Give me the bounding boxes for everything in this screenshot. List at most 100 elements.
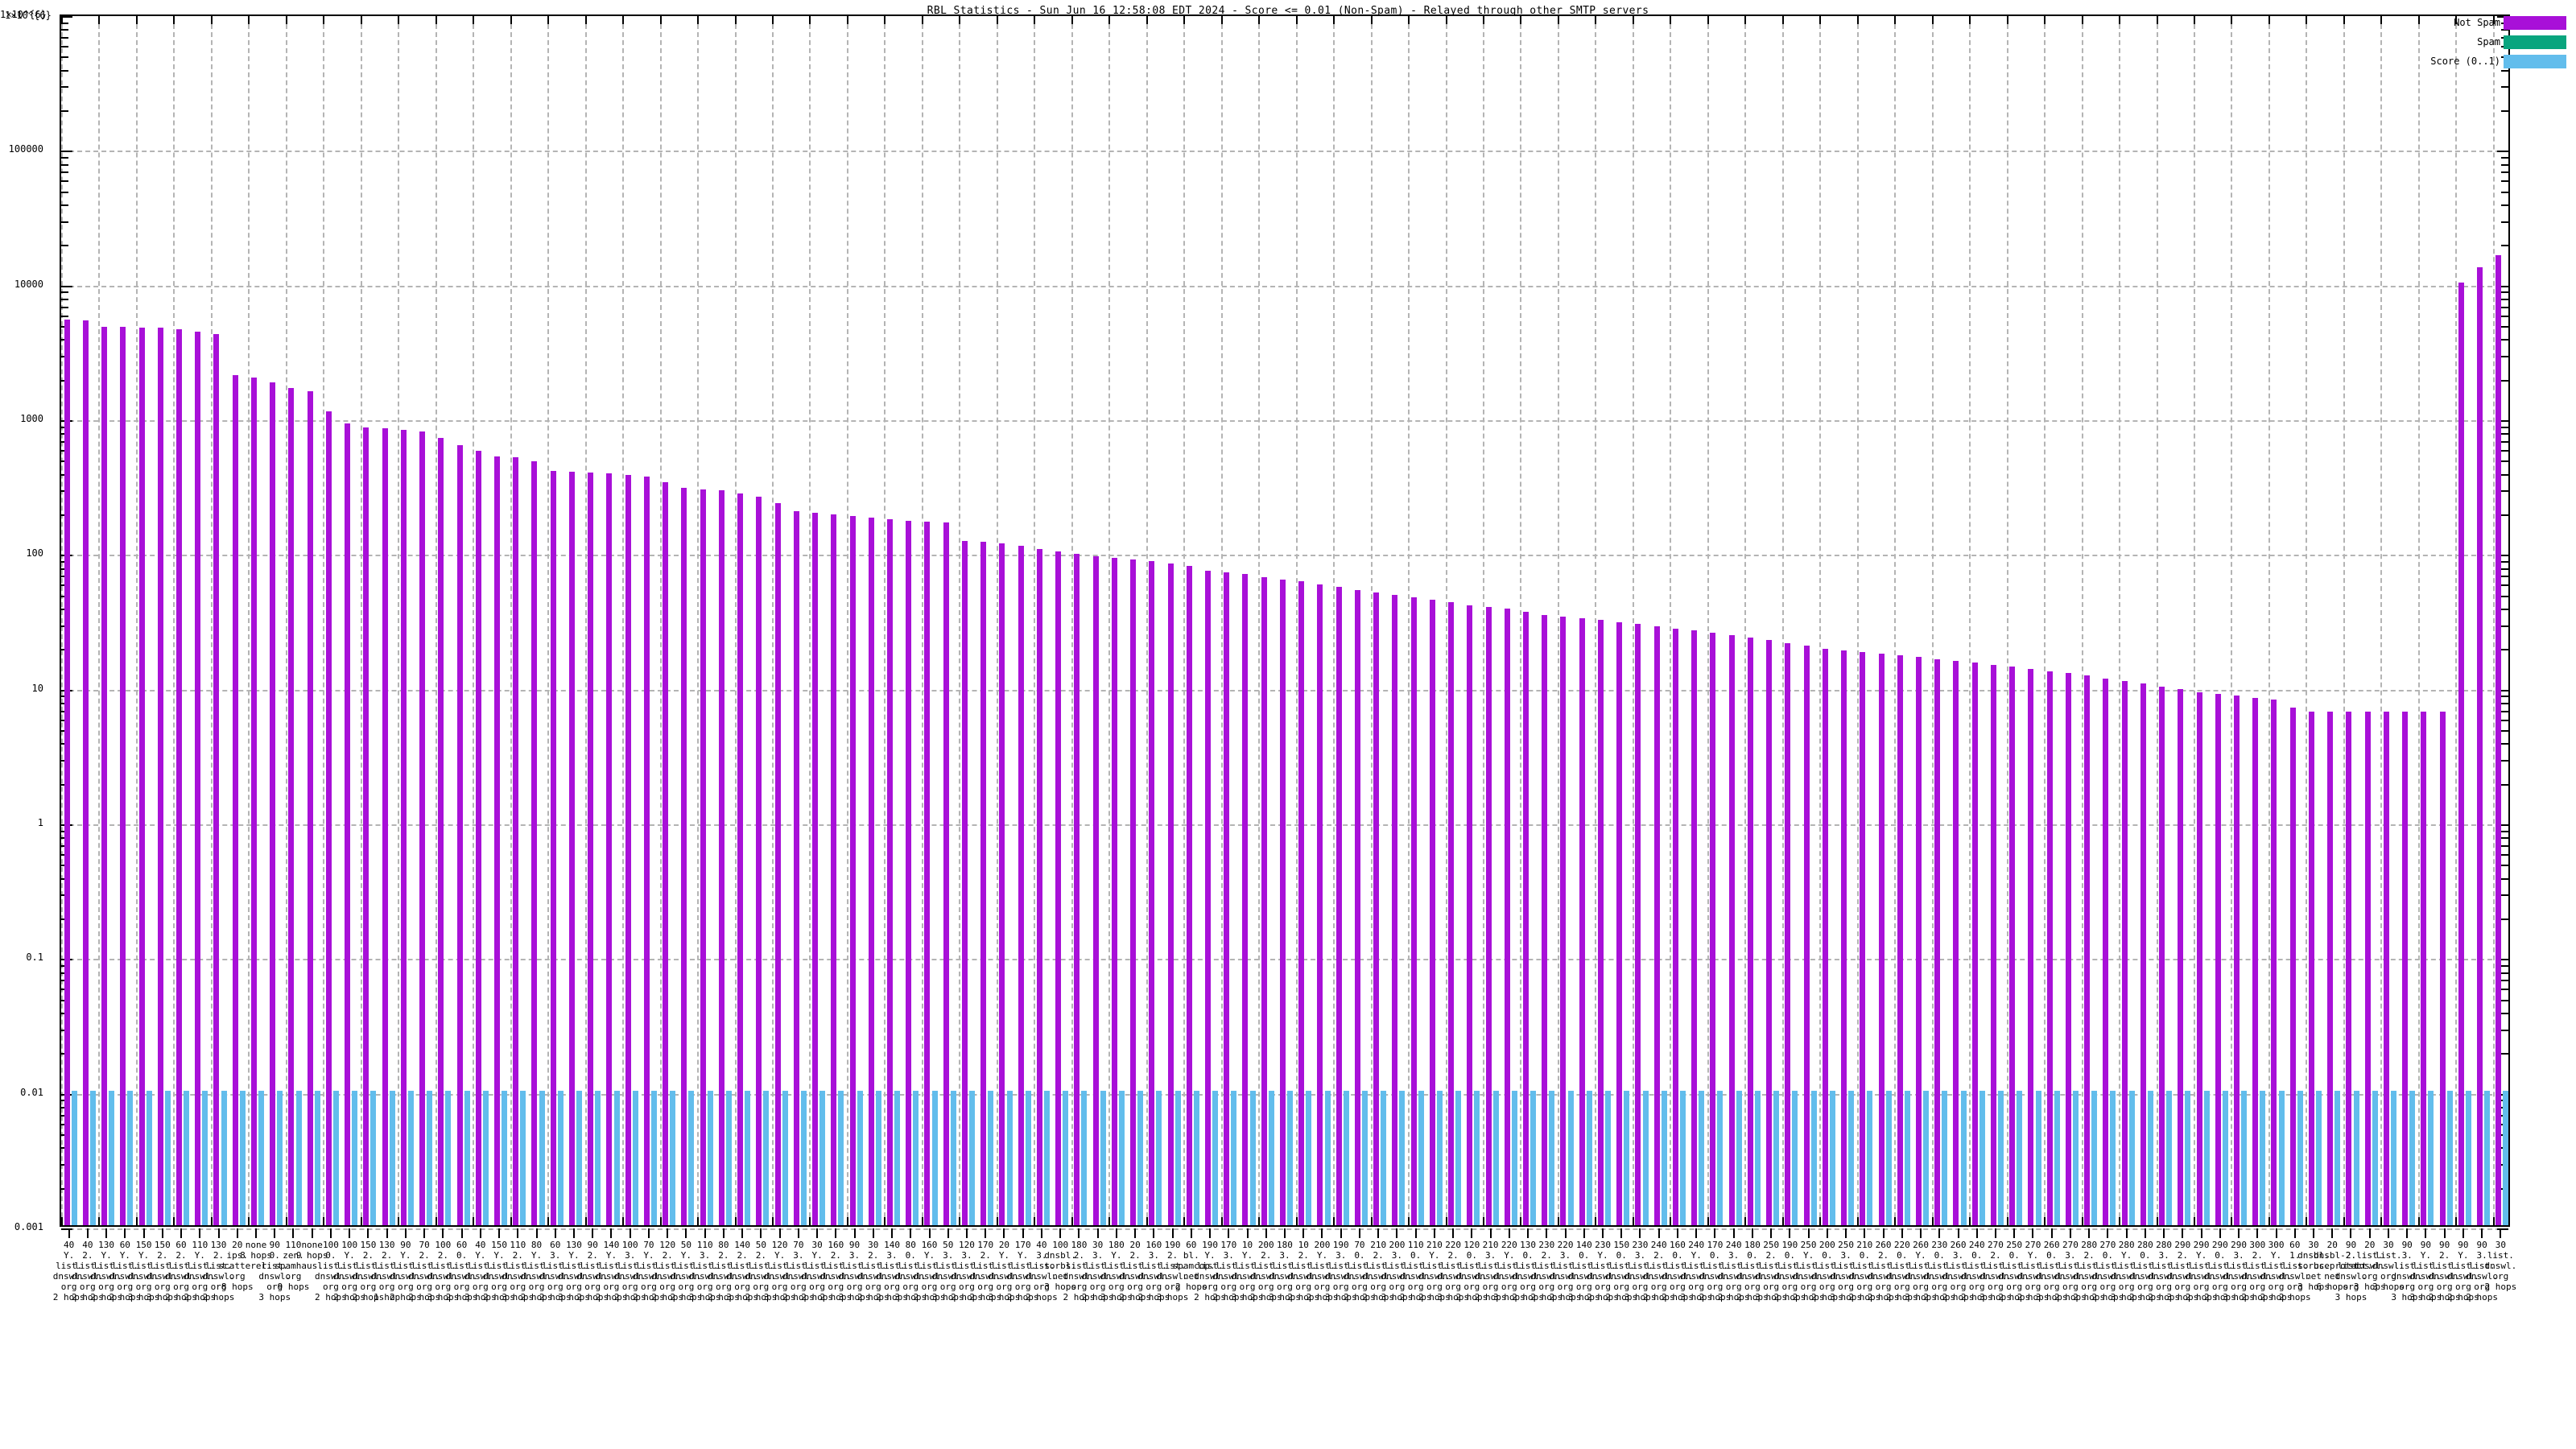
x-tick-bottom [1146, 1217, 1148, 1225]
x-tick-label: 200 2. list. dnswl. org 2 hops [1249, 1240, 1282, 1302]
x-tick-top [2156, 16, 2158, 24]
x-tick-mark [2387, 1228, 2389, 1238]
bar-score [2091, 1090, 2098, 1225]
x-tick-bottom [1856, 1217, 1859, 1225]
x-tick-mark [760, 1228, 762, 1238]
legend-item-not-spam: Not Spam [2368, 16, 2570, 31]
x-tick-bottom [1707, 1217, 1709, 1225]
x-tick-top [1071, 16, 1073, 24]
y-tick-major-right [2497, 555, 2508, 557]
x-tick-bottom [2193, 1217, 2195, 1225]
y-tick-minor-right [2501, 854, 2508, 857]
x-tick-label: 180 2. list. dnswl. org 2 hops [1063, 1240, 1096, 1302]
x-tick-mark [2350, 1228, 2352, 1238]
gridline-vertical [996, 16, 998, 1225]
x-tick-label: 30 list. dnswl. org 2 hops [2484, 1240, 2517, 1292]
y-tick-minor-right [2501, 221, 2508, 223]
bar-score [2353, 1090, 2359, 1225]
bar-not-spam [1785, 642, 1791, 1225]
x-tick-mark [68, 1228, 70, 1238]
x-tick-top [1146, 16, 1148, 24]
gridline-vertical [1931, 16, 1934, 1225]
bar-score [2035, 1090, 2041, 1225]
x-tick-mark [1845, 1228, 1847, 1238]
bar-not-spam [2159, 686, 2165, 1225]
x-tick-mark [329, 1228, 332, 1238]
bar-not-spam [1392, 594, 1398, 1225]
x-tick-top [846, 16, 848, 24]
bar-score [2054, 1090, 2060, 1225]
bar-not-spam [1616, 621, 1623, 1225]
x-tick-bottom [884, 1217, 886, 1225]
y-tick-minor-right [2501, 490, 2508, 493]
x-tick-bottom [659, 1217, 662, 1225]
bar-score [464, 1090, 470, 1225]
y-tick-minor-right [2501, 315, 2508, 317]
bar-not-spam [1018, 546, 1024, 1225]
bar-not-spam [1766, 640, 1773, 1225]
gridline-vertical [2492, 16, 2495, 1225]
bar-score [1904, 1090, 1910, 1225]
x-tick-mark [498, 1228, 501, 1238]
bar-not-spam [1672, 628, 1678, 1225]
gridline-vertical [360, 16, 362, 1225]
x-tick-mark [2481, 1228, 2483, 1238]
x-tick-mark [1452, 1228, 1455, 1238]
y-tick-minor [61, 204, 68, 206]
bar-not-spam [1092, 556, 1099, 1225]
gridline-vertical [584, 16, 587, 1225]
bar-not-spam [1504, 608, 1510, 1225]
bar-not-spam [1354, 589, 1360, 1225]
x-tick-mark [1433, 1228, 1435, 1238]
x-tick-mark [2331, 1228, 2334, 1238]
gridline-vertical [1520, 16, 1522, 1225]
x-tick-mark [1003, 1228, 1005, 1238]
bar-score [71, 1090, 77, 1225]
bar-score [1624, 1090, 1630, 1225]
x-tick-top [1557, 16, 1559, 24]
x-tick-bottom [285, 1217, 287, 1225]
x-tick-bottom [1894, 1217, 1897, 1225]
gridline-vertical [2455, 16, 2458, 1225]
y-tick-minor-right [2501, 204, 2508, 206]
x-tick-top [1931, 16, 1934, 24]
gridline-vertical [1670, 16, 1672, 1225]
x-tick-top [510, 16, 512, 24]
x-tick-label: 230 0. list. dnswl. org 2 hops [1923, 1240, 1956, 1302]
x-tick-label: 20 Y. list. dnswl. org 3 hops [988, 1240, 1021, 1302]
x-tick-label: none 8 hops [240, 1240, 272, 1261]
bar-score [1006, 1090, 1013, 1225]
bar-not-spam [157, 328, 163, 1225]
bar-not-spam [101, 326, 108, 1225]
x-tick-bottom [1370, 1217, 1373, 1225]
x-tick-mark [1901, 1228, 1903, 1238]
bar-not-spam [1803, 646, 1810, 1225]
x-tick-mark [274, 1228, 276, 1238]
x-tick-mark [1396, 1228, 1398, 1238]
x-tick-bottom [959, 1217, 961, 1225]
x-tick-mark [1789, 1228, 1791, 1238]
x-tick-bottom [771, 1217, 774, 1225]
bar-score [2241, 1090, 2248, 1225]
gridline-vertical [2006, 16, 2008, 1225]
bar-not-spam [475, 451, 481, 1225]
x-tick-bottom [734, 1217, 737, 1225]
y-tick-minor-right [2501, 440, 2508, 443]
x-tick-label: 280 0. list. dnswl. org 2 hops [2129, 1240, 2161, 1302]
x-tick-bottom [1220, 1217, 1223, 1225]
x-tick-mark [1751, 1228, 1753, 1238]
x-tick-label: 130 2. list. dnswl. org 2 hops [202, 1240, 235, 1302]
bar-not-spam [737, 493, 744, 1225]
x-tick-top [1482, 16, 1484, 24]
x-tick-mark [1115, 1228, 1117, 1238]
x-tick-label: 260 3. list. dnswl. org 2 hops [1942, 1240, 1975, 1302]
x-tick-mark [1920, 1228, 1922, 1238]
x-tick-label: none 9 hops [295, 1240, 328, 1261]
y-tick-minor-right [2501, 473, 2508, 476]
bar-not-spam [2289, 707, 2296, 1225]
x-tick-top [921, 16, 923, 24]
bar-score [332, 1090, 339, 1225]
x-tick-label: 230 3. list. dnswl. org 3 hops [1624, 1240, 1657, 1302]
bar-not-spam [961, 541, 968, 1225]
y-tick-minor-right [2501, 163, 2508, 166]
